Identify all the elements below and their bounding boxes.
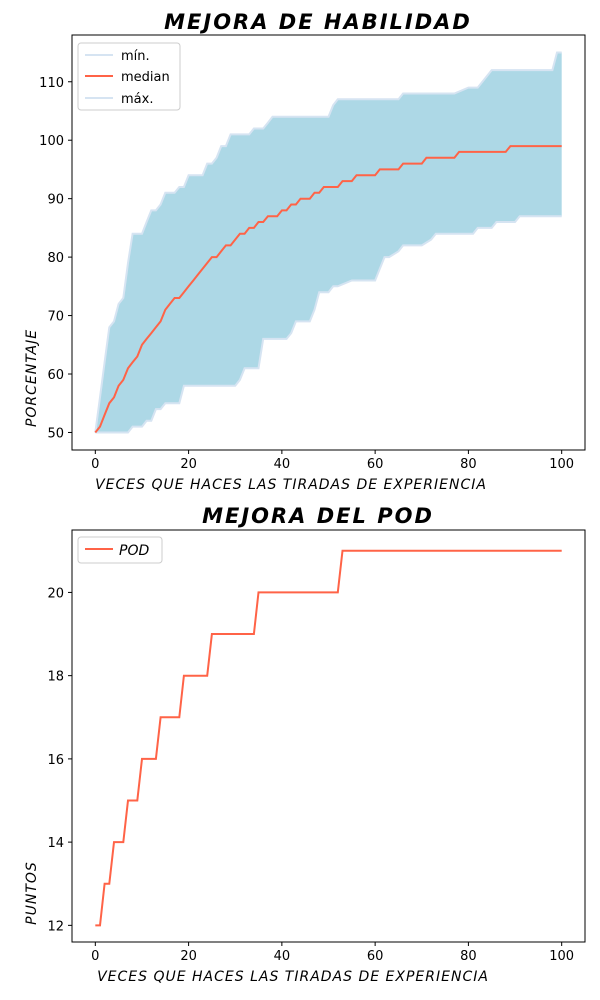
- chart-skill-x-tick-label: 60: [367, 457, 384, 472]
- legend-label-max: máx.: [121, 92, 153, 107]
- legend-label-min: mín.: [121, 49, 150, 64]
- chart-pod-y-tick-label: 16: [47, 753, 64, 768]
- chart-skill-x-ticks: 0 20 40 60 80 100: [91, 450, 574, 472]
- chart-skill-y-label: PORCENTAJE: [24, 329, 40, 427]
- chart-pod: MEJORA DEL POD 0 20 40 60 80 100 12 14 16 18 20 V…: [24, 504, 586, 985]
- chart-skill-y-tick-label: 70: [47, 310, 64, 325]
- chart-skill-plot-frame: [71, 34, 586, 451]
- chart-pod-x-tick-label: 40: [274, 949, 291, 964]
- chart-skill-title: MEJORA DE HABILIDAD: [164, 10, 472, 34]
- chart-pod-y-tick-label: 20: [47, 586, 64, 601]
- legend-frame: [77, 536, 163, 564]
- chart-skill-y-ticks: 50 60 70 80 90 100 110: [39, 76, 72, 441]
- chart-pod-y-tick-label: 12: [47, 919, 64, 934]
- legend-label-median: median: [121, 70, 170, 85]
- chart-pod-legend: POD: [77, 536, 163, 564]
- series-line-pod: [95, 549, 562, 927]
- skill-range-fill: [95, 52, 562, 433]
- chart-skill-y-tick-label: 90: [47, 193, 64, 208]
- chart-skill-x-tick-label: 100: [549, 457, 574, 472]
- series-line-max: [94, 51, 562, 433]
- chart-pod-x-label: VECES QUE HACES LAS TIRADAS DE EXPERIENC…: [97, 969, 489, 985]
- chart-pod-x-tick-label: 60: [367, 949, 384, 964]
- chart-pod-y-tick-label: 14: [47, 836, 64, 851]
- chart-skill-y-tick-label: 110: [39, 76, 64, 91]
- chart-skill-legend: mín. median máx.: [77, 42, 181, 111]
- chart-pod-x-tick-label: 20: [180, 949, 197, 964]
- series-line-median: [94, 145, 562, 434]
- series-line-min: [95, 215, 562, 434]
- chart-skill-x-label: VECES QUE HACES LAS TIRADAS DE EXPERIENC…: [95, 477, 487, 493]
- chart-skill-y-tick-label: 50: [47, 426, 64, 441]
- skill-range-band: [95, 52, 562, 433]
- chart-pod-x-tick-label: 0: [91, 949, 99, 964]
- chart-skill: MEJORA DE HABILIDAD 0 20 40 60 80 100 50 60 70 8…: [24, 10, 586, 493]
- chart-pod-x-tick-label: 100: [549, 949, 574, 964]
- chart-pod-x-ticks: 0 20 40 60 80 100: [91, 942, 574, 964]
- chart-pod-y-tick-label: 18: [47, 670, 64, 685]
- chart-pod-x-tick-label: 80: [460, 949, 477, 964]
- chart-skill-y-tick-label: 60: [47, 368, 64, 383]
- chart-skill-x-tick-label: 20: [180, 457, 197, 472]
- chart-pod-y-label: PUNTOS: [24, 861, 40, 925]
- chart-pod-y-ticks: 12 14 16 18 20: [47, 586, 72, 934]
- chart-skill-y-tick-label: 100: [39, 134, 64, 149]
- chart-skill-x-tick-label: 0: [91, 457, 99, 472]
- legend-frame: [77, 42, 181, 111]
- chart-skill-y-tick-label: 80: [47, 251, 64, 266]
- skill-series-lines: [94, 51, 562, 434]
- chart-pod-plot-frame: [71, 529, 586, 943]
- chart-skill-x-tick-label: 80: [460, 457, 477, 472]
- pod-series-lines: [95, 549, 562, 927]
- chart-pod-title: MEJORA DEL POD: [202, 504, 434, 528]
- legend-label-pod: POD: [119, 543, 149, 559]
- chart-skill-x-tick-label: 40: [274, 457, 291, 472]
